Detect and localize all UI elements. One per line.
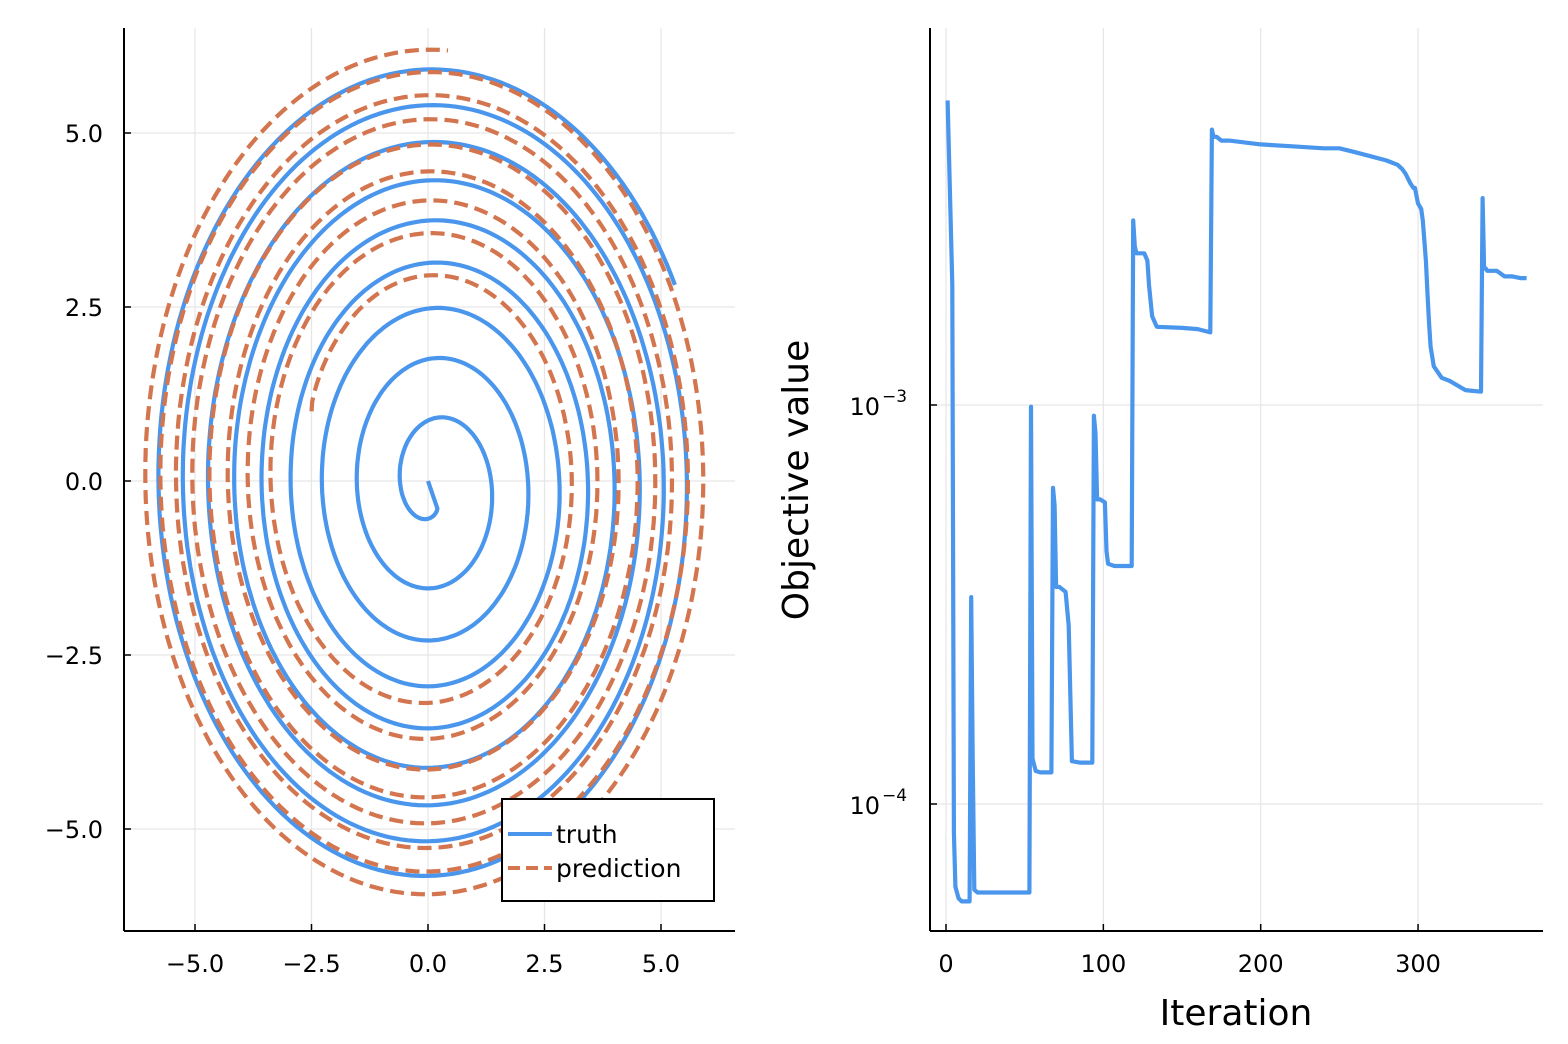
spiral-y-tick-label: 0.0	[65, 468, 103, 496]
spiral-y-tick-label: 2.5	[65, 294, 103, 322]
objective-x-tick-label: 0	[938, 950, 953, 978]
spiral-grid	[124, 28, 735, 931]
objective-x-tick-label: 200	[1238, 950, 1284, 978]
spiral-x-tick-label: 5.0	[642, 950, 680, 978]
objective-series-line	[945, 100, 1527, 904]
objective-x-tick-label: 100	[1080, 950, 1126, 978]
spiral-y-tick-label: −2.5	[45, 642, 103, 670]
spiral-axes	[123, 28, 735, 932]
legend-prediction-label: prediction	[556, 854, 681, 883]
legend: truth prediction	[501, 798, 715, 902]
spiral-x-tick-label: 0.0	[409, 950, 447, 978]
truth-series-line	[156, 67, 689, 878]
spiral-x-tick-label: 2.5	[525, 950, 563, 978]
spiral-lines	[143, 47, 706, 897]
x-axis-label: Iteration	[1160, 993, 1313, 1034]
objective-y-tick-exponent: −3	[882, 387, 907, 407]
y-axis-label: Objective value	[776, 340, 817, 620]
legend-truth-label: truth	[556, 820, 618, 849]
objective-axes	[929, 28, 1543, 932]
objective-x-tick-label: 300	[1395, 950, 1441, 978]
spiral-x-tick-label: −5.0	[166, 950, 224, 978]
spiral-phase-plot: −5.0 −2.5 0.0 2.5 5.0 −5.0 −2.5 0.0 2.5 5.0 truth…	[45, 28, 735, 978]
objective-y-tick-label: 10	[849, 792, 880, 820]
objective-y-tick-label: 10	[849, 393, 880, 421]
objective-lines	[945, 100, 1527, 904]
objective-grid	[930, 28, 1543, 931]
prediction-series-line	[143, 47, 706, 897]
objective-y-tick-exponent: −4	[882, 786, 907, 806]
spiral-y-tick-label: −5.0	[45, 816, 103, 844]
spiral-x-tick-label: −2.5	[282, 950, 340, 978]
legend-box	[501, 798, 715, 902]
spiral-ticks: −5.0 −2.5 0.0 2.5 5.0 −5.0 −2.5 0.0 2.5 5.0	[45, 120, 680, 978]
spiral-y-tick-label: 5.0	[65, 120, 103, 148]
